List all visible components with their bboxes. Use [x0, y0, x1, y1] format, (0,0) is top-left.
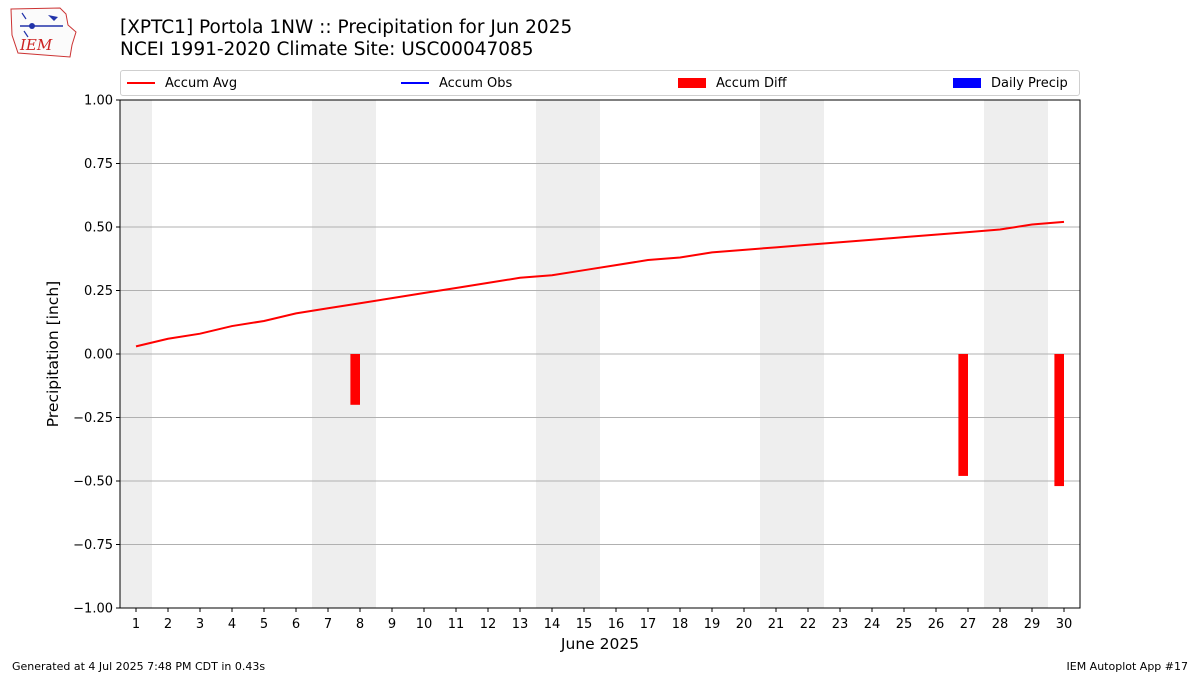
- x-tick-label: 11: [448, 617, 465, 632]
- x-tick-label: 2: [164, 617, 172, 632]
- x-tick-label: 22: [800, 617, 817, 632]
- y-tick-label: −0.75: [73, 538, 113, 553]
- accum-avg-line: [135, 220, 1065, 348]
- y-tick-label: −1.00: [73, 602, 113, 617]
- x-tick-label: 20: [736, 617, 753, 632]
- x-tick-label: 23: [832, 617, 849, 632]
- legend-item-accum-avg: Accum Avg: [127, 71, 237, 95]
- x-tick-label: 12: [480, 617, 497, 632]
- x-tick-label: 4: [228, 617, 236, 632]
- chart-title: [XPTC1] Portola 1NW :: Precipitation for…: [120, 17, 573, 38]
- x-tick-label: 7: [324, 617, 332, 632]
- x-tick-label: 5: [260, 617, 268, 632]
- legend-swatch-accum-obs: [401, 82, 429, 84]
- legend-item-accum-obs: Accum Obs: [401, 71, 512, 95]
- x-tick-label: 25: [896, 617, 913, 632]
- x-tick-label: 21: [768, 617, 785, 632]
- legend-item-daily-precip: Daily Precip: [953, 71, 1068, 95]
- legend-label: Accum Avg: [165, 75, 238, 91]
- x-tick-label: 15: [576, 617, 593, 632]
- x-tick-label: 26: [928, 617, 945, 632]
- x-tick-label: 16: [608, 617, 625, 632]
- x-tick-label: 28: [992, 617, 1009, 632]
- legend-label: Accum Obs: [439, 75, 513, 91]
- legend-swatch-daily-precip: [953, 78, 981, 88]
- x-tick-label: 24: [864, 617, 881, 632]
- x-tick-label: 29: [1024, 617, 1041, 632]
- legend-item-accum-diff: Accum Diff: [678, 71, 787, 95]
- x-tick-label: 8: [356, 617, 364, 632]
- y-tick-label: 0.00: [84, 348, 113, 363]
- logo-text: IEM: [19, 36, 53, 54]
- x-tick-label: 1: [132, 617, 140, 632]
- y-tick-label: 0.25: [84, 284, 113, 299]
- y-axis-label: Precipitation [inch]: [44, 281, 62, 427]
- x-tick-label: 30: [1056, 617, 1073, 632]
- x-tick-label: 19: [704, 617, 721, 632]
- y-tick-label: 0.75: [84, 157, 113, 172]
- generated-footer: Generated at 4 Jul 2025 7:48 PM CDT in 0…: [12, 660, 266, 673]
- accum-diff-bar: [958, 354, 968, 476]
- y-tick-label: −0.50: [73, 475, 113, 490]
- y-tick-label: 0.50: [84, 221, 113, 236]
- legend-swatch-accum-avg: [127, 82, 155, 84]
- accum-diff-bar: [350, 354, 360, 405]
- iem-logo: IEM: [10, 7, 77, 58]
- legend: Accum Avg Accum Obs Accum Diff Daily Pre…: [120, 70, 1080, 96]
- x-tick-label: 13: [512, 617, 529, 632]
- plot-frame: [119, 99, 1081, 609]
- legend-label: Daily Precip: [991, 75, 1068, 91]
- x-tick-label: 18: [672, 617, 689, 632]
- accum-diff-bar: [1054, 354, 1064, 487]
- x-tick-label: 17: [640, 617, 657, 632]
- chart-subtitle: NCEI 1991-2020 Climate Site: USC00047085: [120, 39, 534, 60]
- legend-label: Accum Diff: [716, 75, 787, 91]
- x-tick-label: 9: [388, 617, 396, 632]
- x-tick-label: 27: [960, 617, 977, 632]
- x-tick-label: 6: [292, 617, 300, 632]
- x-tick-label: 3: [196, 617, 204, 632]
- x-axis-label: June 2025: [560, 635, 639, 653]
- x-tick-label: 14: [544, 617, 561, 632]
- legend-swatch-accum-diff: [678, 78, 706, 88]
- y-tick-label: 1.00: [84, 94, 113, 109]
- x-tick-label: 10: [416, 617, 433, 632]
- y-tick-label: −0.25: [73, 411, 113, 426]
- app-footer: IEM Autoplot App #17: [1066, 660, 1189, 673]
